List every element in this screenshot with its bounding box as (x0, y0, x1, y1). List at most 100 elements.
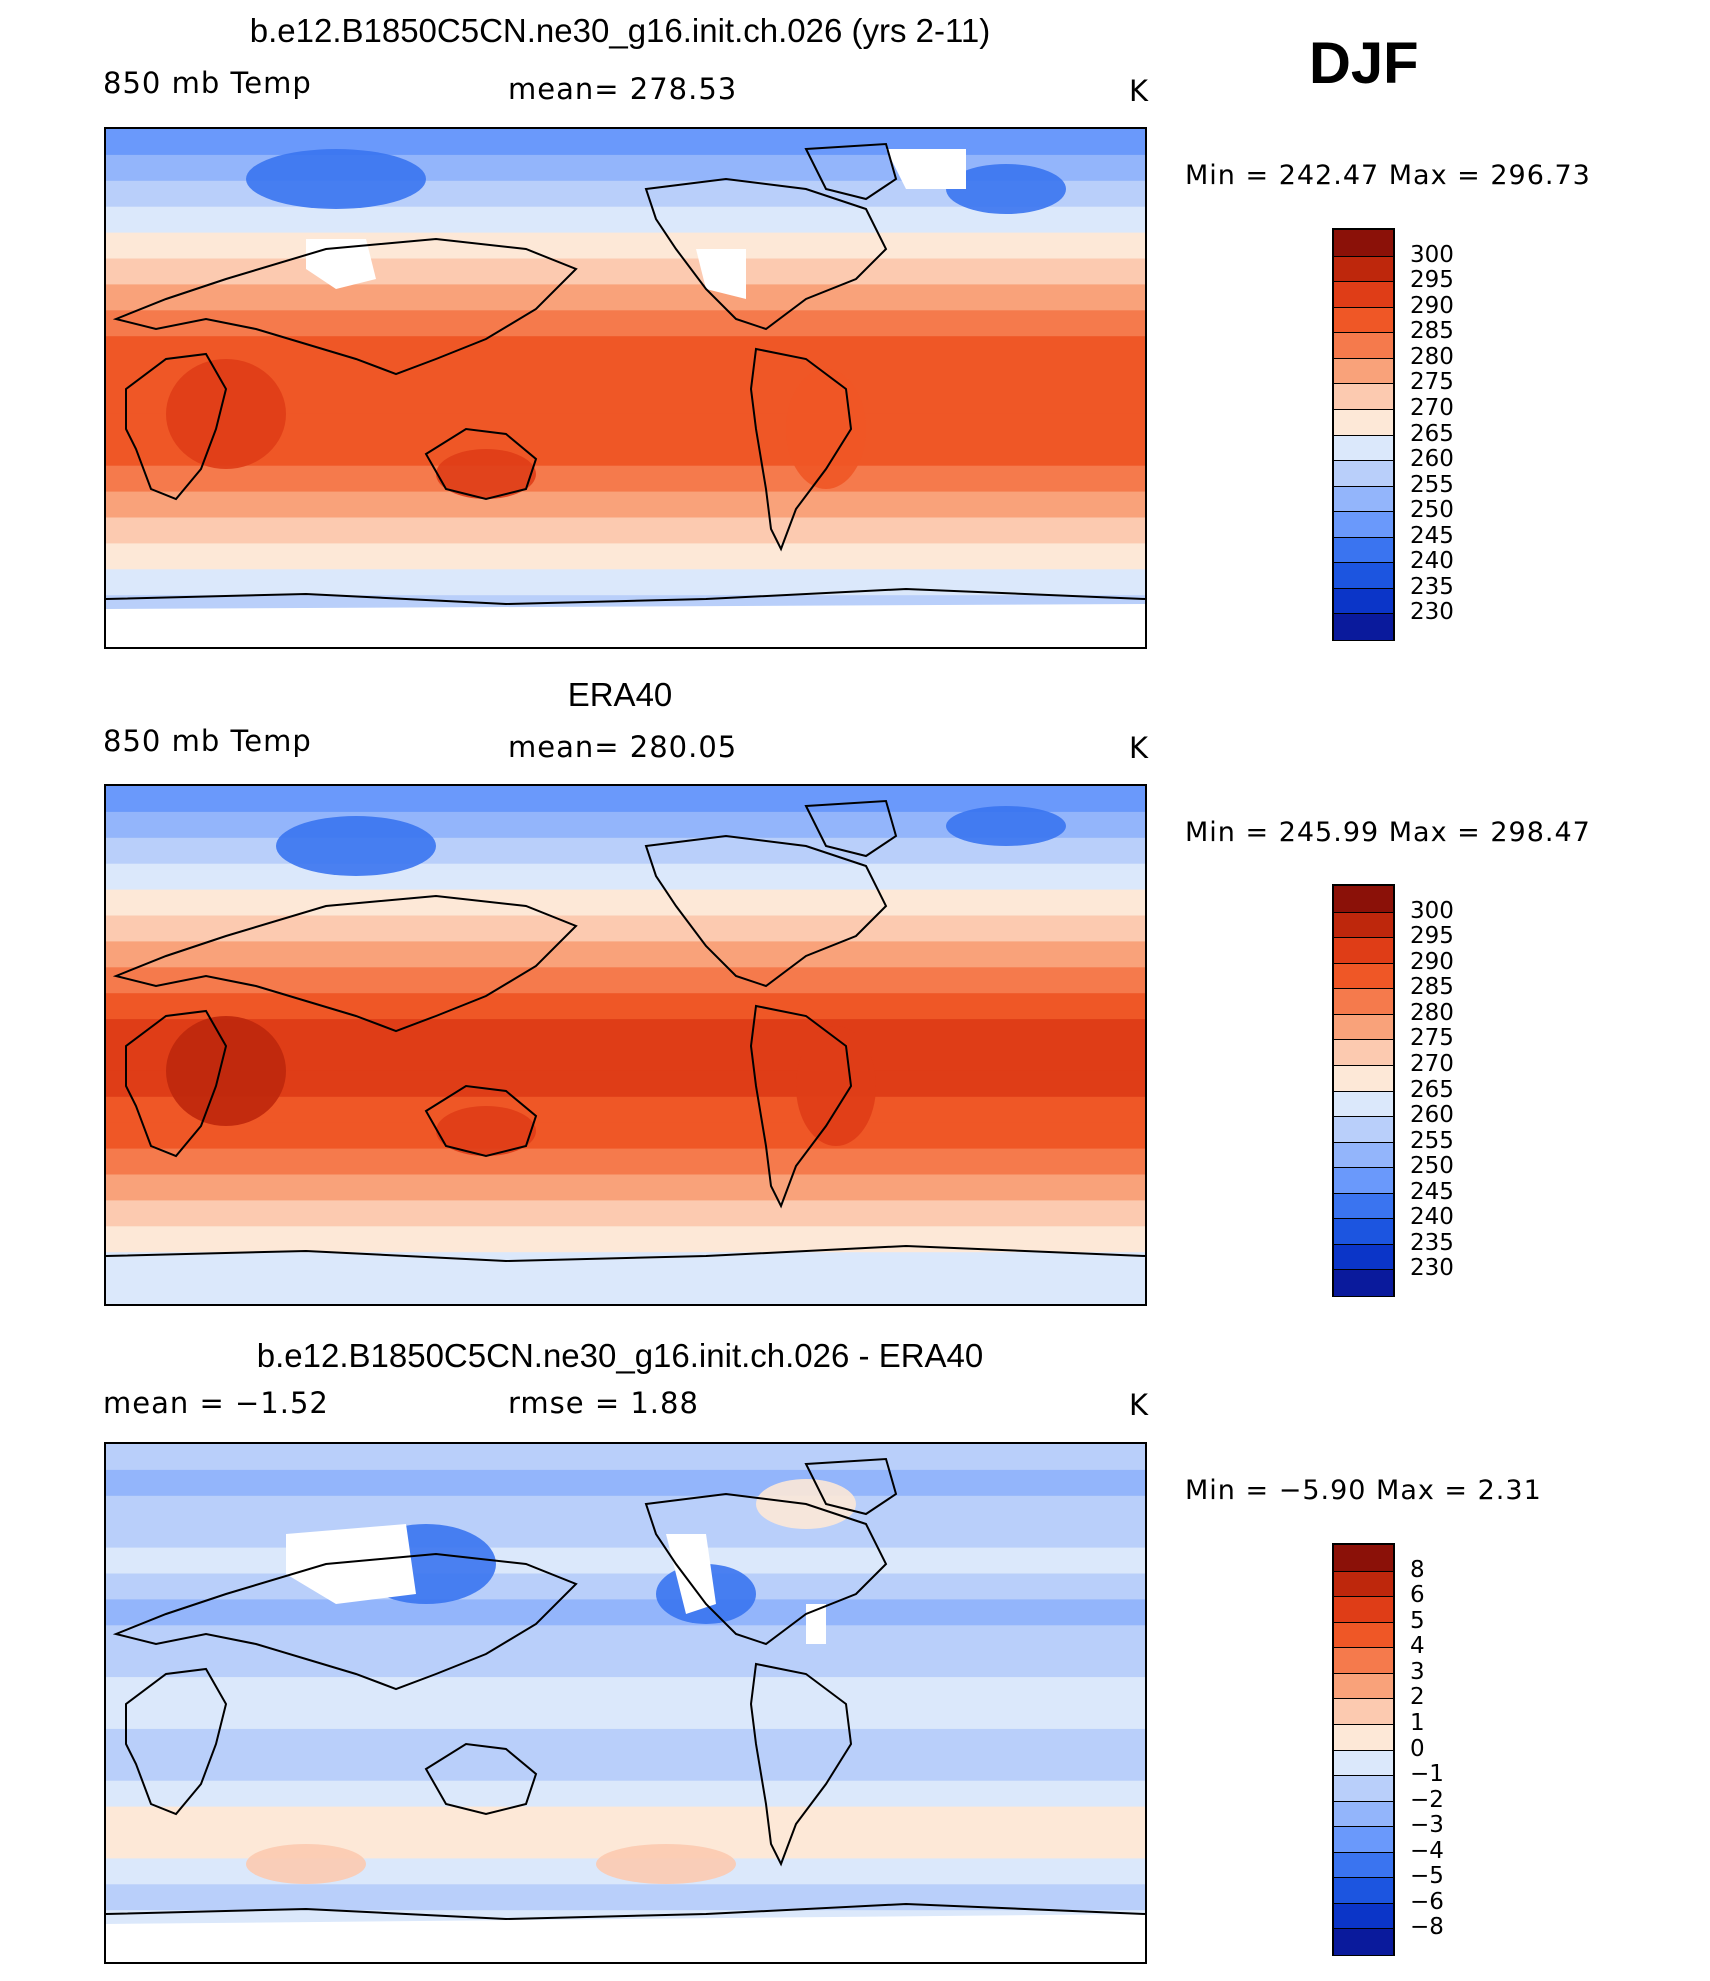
panel-2-minmax: Min = 245.99 Max = 298.47 (1185, 817, 1591, 848)
field-band (106, 967, 1145, 995)
field-band (106, 284, 1145, 312)
colorbar-tick-label: −6 (1410, 1888, 1444, 1915)
colorbar-box (1334, 1902, 1393, 1929)
colorbar-divider (1334, 1090, 1393, 1092)
colorbar-divider (1334, 536, 1393, 538)
field-band (106, 1174, 1145, 1202)
colorbar-divider (1334, 1269, 1393, 1271)
colorbar-box (1334, 886, 1393, 913)
colorbar-divider (1334, 1902, 1393, 1904)
field-band (106, 1780, 1145, 1808)
colorbar-divider (1334, 1826, 1393, 1828)
colorbar-divider (1334, 1672, 1393, 1674)
colorbar-tick-label: 265 (1410, 420, 1454, 447)
colorbar-box (1334, 357, 1393, 384)
missing-data-region (696, 249, 746, 299)
field-band (106, 1252, 1145, 1280)
panel-1-mean: mean= 278.53 (508, 72, 738, 106)
colorbar-divider (1334, 281, 1393, 283)
field-band (106, 1573, 1145, 1601)
coastline (112, 1552, 578, 1691)
coastline (424, 427, 538, 501)
colorbar-tick-label: 255 (1410, 471, 1454, 498)
field-band (106, 1469, 1145, 1497)
colorbar-box (1334, 434, 1393, 461)
colorbar-divider (1334, 357, 1393, 359)
colorbar-divider (1334, 485, 1393, 487)
colorbar-divider (1334, 1116, 1393, 1118)
field-band (106, 1547, 1145, 1575)
colorbar-box (1334, 255, 1393, 282)
colorbar-tick-label: 235 (1410, 1229, 1454, 1256)
colorbar-tick-label: 270 (1410, 394, 1454, 421)
panel-3-colorbar (1332, 1543, 1395, 1956)
field-band (106, 439, 1145, 467)
colorbar-tick-label: 235 (1410, 573, 1454, 600)
colorbar-box (1334, 230, 1393, 257)
colorbar-divider (1334, 1167, 1393, 1169)
coastline (749, 347, 853, 552)
colorbar-divider (1334, 587, 1393, 589)
colorbar-box (1334, 332, 1393, 359)
colorbar-divider (1334, 1698, 1393, 1700)
colorbar-divider (1334, 1064, 1393, 1066)
panel-2-variable: 850 mb Temp (103, 724, 312, 758)
colorbar-divider (1334, 511, 1393, 513)
panel-1-minmax: Min = 242.47 Max = 296.73 (1185, 160, 1591, 191)
colorbar-divider (1334, 1877, 1393, 1879)
field-band (106, 465, 1145, 493)
panel-1-map (104, 127, 1147, 649)
colorbar-tick-label: 5 (1410, 1607, 1425, 1634)
field-band (106, 310, 1145, 338)
field-band (106, 889, 1145, 917)
colorbar-divider (1334, 911, 1393, 913)
colorbar-tick-label: 240 (1410, 1204, 1454, 1231)
colorbar-divider (1334, 1218, 1393, 1220)
field-band (106, 1278, 1145, 1304)
panel-3-units: K (1129, 1388, 1150, 1422)
colorbar-box (1334, 1928, 1393, 1955)
colorbar-box (1334, 911, 1393, 938)
coastline (125, 352, 228, 501)
colorbar-divider (1334, 1723, 1393, 1725)
colorbar-box (1334, 460, 1393, 487)
panel-1-units: K (1129, 74, 1150, 108)
colorbar-tick-label: 285 (1410, 318, 1454, 345)
colorbar-box (1334, 587, 1393, 614)
colorbar-box (1334, 562, 1393, 589)
field-band (106, 993, 1145, 1021)
colorbar-tick-label: 280 (1410, 343, 1454, 370)
field-band (106, 517, 1145, 545)
colorbar-box (1334, 1647, 1393, 1674)
colorbar-tick-label: 295 (1410, 923, 1454, 950)
field-band (106, 1625, 1145, 1653)
colorbar-box (1334, 1698, 1393, 1725)
colorbar-tick-label: 275 (1410, 369, 1454, 396)
colorbar-tick-label: 300 (1410, 241, 1454, 268)
colorbar-tick-label: 245 (1410, 522, 1454, 549)
field-band (106, 129, 1145, 156)
field-band (106, 543, 1145, 571)
colorbar-divider (1334, 1647, 1393, 1649)
colorbar-divider (1334, 1141, 1393, 1143)
field-anomaly (596, 1844, 736, 1884)
colorbar-tick-label: 260 (1410, 1102, 1454, 1129)
colorbar-box (1334, 1775, 1393, 1802)
colorbar-tick-label: 250 (1410, 497, 1454, 524)
panel-2-colorbar (1332, 884, 1395, 1297)
colorbar-divider (1334, 1039, 1393, 1041)
coastline (644, 177, 888, 331)
field-anomaly (276, 816, 436, 876)
coastline (106, 1244, 1145, 1263)
colorbar-tick-label: 0 (1410, 1735, 1425, 1762)
field-band (106, 1122, 1145, 1150)
colorbar-tick-label: 8 (1410, 1556, 1425, 1583)
colorbar-box (1334, 1141, 1393, 1168)
field-anomaly (166, 1016, 286, 1126)
colorbar-tick-label: 245 (1410, 1178, 1454, 1205)
colorbar-divider (1334, 1800, 1393, 1802)
panel-2-units: K (1129, 731, 1150, 765)
colorbar-box (1334, 1826, 1393, 1853)
season-label: DJF (1309, 31, 1419, 96)
panel-3-rmse: rmse = 1.88 (508, 1386, 699, 1420)
